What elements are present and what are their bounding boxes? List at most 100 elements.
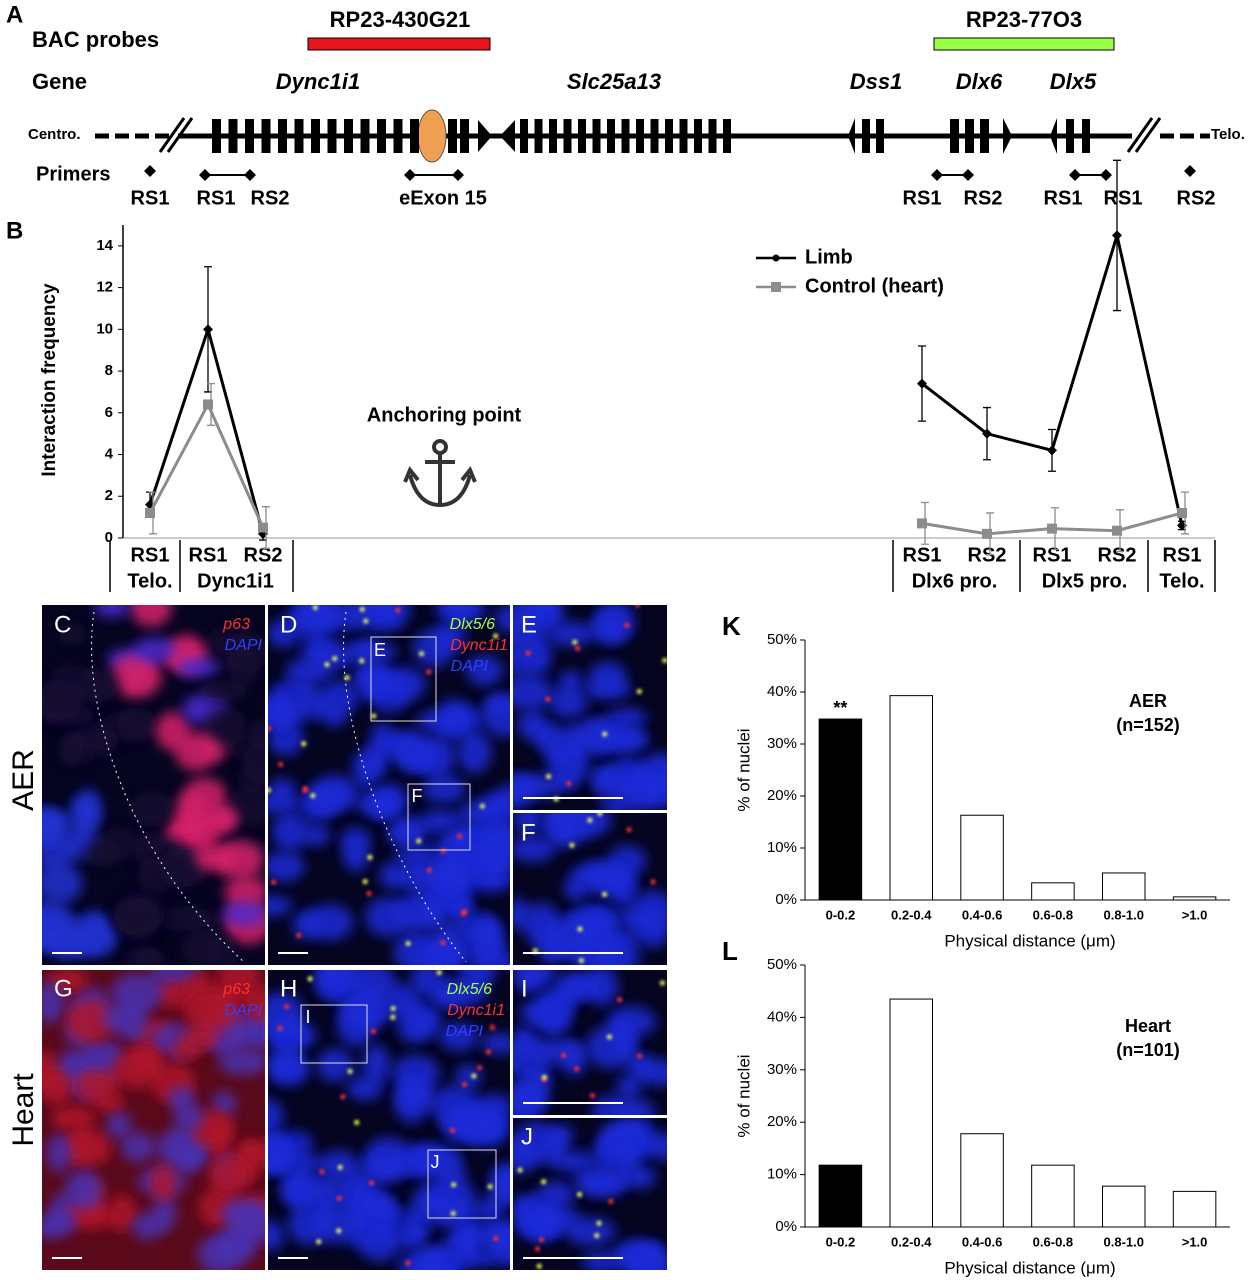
y-tick-label: 20% [767, 1113, 797, 1130]
nucleus [446, 1107, 497, 1141]
nucleus [581, 860, 625, 894]
gene-label: Slc25a13 [567, 69, 661, 94]
eexon-marker [417, 109, 447, 163]
nucleus [445, 605, 473, 626]
fish-spot [395, 607, 401, 613]
stain-label: DAPI [225, 1002, 263, 1019]
fish-spot [457, 833, 463, 839]
fish-spot [637, 1053, 643, 1059]
nucleus [561, 972, 593, 1001]
nucleus [435, 1155, 466, 1189]
exon [311, 119, 320, 153]
fish-spot [426, 669, 432, 675]
nucleus [478, 824, 510, 866]
primer-label: RS1 [131, 187, 170, 209]
fish-spot [493, 1235, 499, 1241]
fish-spot [363, 618, 369, 624]
y-tick-label: 20% [767, 787, 797, 804]
nucleus [113, 898, 160, 936]
fish-spot [296, 932, 302, 938]
nucleus [44, 1208, 76, 1237]
nucleus [211, 1091, 237, 1117]
nucleus [391, 816, 421, 842]
fish-spot [462, 1082, 468, 1088]
nucleus [172, 1102, 205, 1132]
nucleus [110, 654, 163, 699]
x-tick-label: 0.2-0.4 [891, 907, 932, 922]
nucleus [64, 1169, 103, 1211]
nucleus [585, 970, 619, 1006]
primer-dot [1184, 165, 1196, 177]
point [1112, 230, 1122, 241]
nucleus [614, 908, 664, 931]
exon [708, 119, 717, 153]
nucleus [130, 791, 175, 828]
fish-spot [577, 1192, 583, 1198]
y-axis-label: % of nuclei [734, 1054, 753, 1137]
gene-label: Dync1i1 [276, 69, 360, 94]
inset-label: J [431, 1152, 440, 1172]
nucleus [618, 1099, 656, 1115]
primer-label: RS2 [1177, 187, 1216, 209]
annotation: (n=152) [1116, 715, 1180, 735]
point [982, 428, 992, 439]
fish-spot [602, 731, 608, 737]
x-tick-label: 0.6-0.8 [1033, 907, 1073, 922]
primer-label: RS2 [251, 187, 290, 209]
bar [1031, 1164, 1075, 1228]
x-tick-label: RS1 [1033, 544, 1072, 566]
y-tick-label: 6 [105, 404, 113, 421]
fish-spot [316, 1239, 322, 1245]
panel-label: F [521, 819, 536, 846]
point [258, 522, 268, 533]
nucleus [513, 674, 553, 711]
fish-spot [489, 1024, 495, 1030]
nucleus [79, 1039, 123, 1062]
panel-label: A [6, 1, 23, 28]
nucleus [243, 741, 265, 785]
nucleus [454, 1064, 482, 1090]
fish-spot [650, 879, 656, 885]
nucleus [548, 685, 588, 719]
nucleus [367, 605, 395, 617]
nucleus [117, 707, 156, 743]
panel-label: D [280, 611, 297, 638]
panel-label: C [54, 611, 71, 638]
nucleus [431, 920, 463, 964]
nucleus [184, 989, 236, 1033]
nucleus [384, 666, 427, 701]
nucleus [433, 836, 476, 861]
fish-spot [344, 675, 350, 681]
y-tick-label: 14 [96, 237, 113, 254]
fish-spot [268, 787, 272, 793]
primer-dot [452, 169, 464, 181]
primer-dot [244, 169, 256, 181]
exon [534, 119, 543, 153]
nucleus [518, 773, 563, 799]
exon [212, 119, 221, 153]
fish-spot [617, 997, 623, 1003]
nucleus [635, 1243, 667, 1270]
nucleus [268, 1220, 285, 1251]
nucleus [391, 730, 431, 772]
fish-spot [390, 1005, 396, 1011]
primer-dot [1069, 169, 1081, 181]
fish-spot [405, 1260, 411, 1266]
series-line [148, 324, 265, 535]
micrograph [513, 813, 667, 965]
nucleus [268, 851, 305, 882]
fish-spot [594, 1233, 600, 1239]
exon [679, 119, 688, 153]
exon [578, 119, 586, 153]
panel-label: I [521, 975, 528, 1002]
y-tick-label: 4 [105, 446, 114, 463]
fish-spot [359, 658, 365, 664]
y-tick-label: 0% [775, 1218, 797, 1235]
nucleus [66, 999, 116, 1044]
nucleus [316, 1048, 354, 1082]
stain-label: p63 [222, 981, 250, 998]
nucleus [465, 655, 504, 686]
primer-dot [404, 169, 416, 181]
primer-dot [199, 169, 211, 181]
exon [448, 119, 457, 153]
